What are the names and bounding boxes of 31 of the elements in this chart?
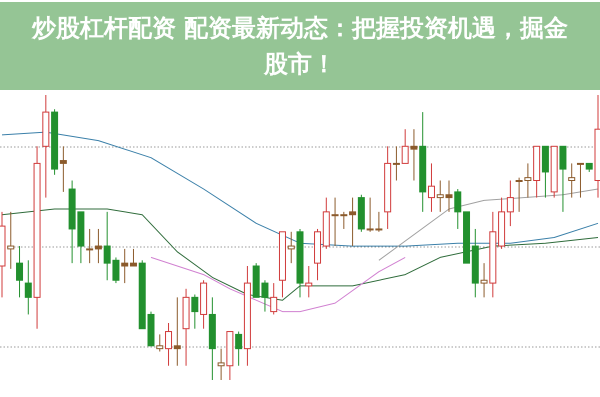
candlestick — [402, 128, 409, 164]
candlestick — [559, 146, 566, 212]
candlestick — [568, 162, 576, 198]
candlestick — [235, 331, 242, 366]
candlestick — [174, 296, 181, 366]
candlestick — [366, 197, 374, 232]
candlestick — [516, 177, 523, 212]
candlestick — [191, 294, 198, 330]
candlestick — [7, 211, 14, 270]
candlestick — [261, 280, 268, 312]
candlestick — [218, 348, 225, 380]
candlestick — [506, 180, 514, 227]
candlestick — [332, 197, 339, 247]
candlestick — [305, 266, 312, 298]
candlestick — [86, 228, 94, 264]
candlestick — [121, 248, 128, 284]
candlestick — [112, 256, 120, 284]
candlestick — [104, 211, 111, 281]
candlestick — [60, 146, 67, 192]
candlestick — [392, 146, 400, 181]
candlestick — [16, 246, 24, 298]
chart-title: 炒股杠杆配资 配资最新动态：把握投资机遇，掘金股市！ — [30, 14, 568, 78]
candlestick — [410, 128, 418, 181]
candlestick — [576, 162, 584, 198]
candlestick — [130, 248, 137, 266]
candlestick — [446, 180, 452, 212]
candlestick — [24, 260, 32, 315]
candlestick — [94, 228, 102, 264]
candlestick — [480, 262, 488, 298]
candlestick — [270, 282, 278, 315]
candlestick — [375, 211, 382, 232]
